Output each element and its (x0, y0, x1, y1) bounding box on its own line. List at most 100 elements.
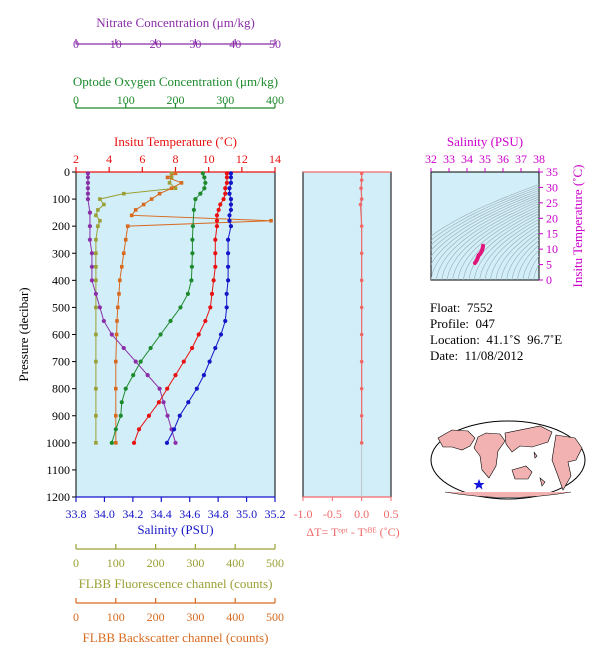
map-antarctica (444, 491, 572, 498)
fluorescence-data-point (94, 332, 98, 337)
fluorescence-data-point (173, 186, 178, 191)
delta-t-data-point (359, 305, 364, 310)
ts-temperature-tick-label: 35 (546, 165, 558, 179)
salinity-tick-label: 34.0 (94, 507, 115, 521)
backscatter-data-point (149, 197, 154, 201)
delta-t-tick-label: 0.0 (354, 507, 369, 521)
oxygen-data-point (109, 440, 114, 445)
pressure-axis-label: Pressure (decibar) (16, 287, 31, 381)
delta-t-plot-area (302, 171, 392, 498)
pressure-tick-label: 400 (52, 273, 70, 287)
ts-isopycnals (431, 184, 539, 280)
backscatter-data-point (123, 237, 128, 242)
ts-isopycnal-line (484, 221, 539, 280)
temperature-data-point (165, 386, 170, 391)
nitrate-data-point (85, 180, 91, 185)
backscatter-data-point (121, 251, 126, 256)
ts-isopycnal-line (506, 235, 539, 280)
temperature-data-point (131, 440, 137, 445)
backscatter-tick-label: 300 (186, 610, 204, 624)
salinity-data-point (228, 202, 234, 207)
map-landmass (504, 425, 553, 453)
temperature-data-point (211, 278, 216, 283)
salinity-data-point (225, 237, 231, 242)
nitrate-data-point (89, 264, 95, 269)
oxygen-data-point (203, 180, 208, 185)
temperature-data-point (213, 237, 218, 242)
temperature-data-point (224, 180, 230, 185)
nitrate-data-point (89, 278, 95, 283)
fluorescence-data-point (94, 386, 98, 391)
backscatter-data-point (173, 171, 178, 176)
ts-temperature-tick-label: 20 (546, 211, 558, 225)
nitrate-data-point (121, 345, 126, 351)
backscatter-data-point (114, 413, 118, 418)
temperature-data-point (181, 359, 186, 364)
oxygen-tick-label: 400 (266, 93, 284, 107)
profile-number: Profile: 047 (430, 316, 495, 331)
backscatter-tick-label: 400 (226, 610, 244, 624)
ts-isopycnal-line (441, 200, 539, 280)
backscatter-data-point (117, 278, 122, 283)
delta-t-data-point (359, 178, 364, 182)
ts-temperature-tick-label: 0 (546, 273, 552, 287)
oxygen-data-point (185, 291, 191, 296)
fluorescence-data-point (94, 264, 98, 269)
main-plot-area (75, 171, 276, 498)
fluorescence-data-point (94, 278, 98, 283)
nitrate-data-point (87, 210, 93, 215)
temperature-data-point (214, 218, 220, 223)
delta-t-data-point (359, 171, 364, 176)
salinity-data-point (186, 400, 191, 405)
delta-t-data-point (359, 224, 364, 228)
salinity-data-point (225, 264, 231, 269)
delta-t-data-point (359, 441, 364, 445)
ts-isopycnal-line (517, 244, 539, 280)
oxygen-data-point (193, 196, 198, 202)
oxygen-data-point (191, 207, 197, 213)
nitrate-data-point (133, 359, 138, 364)
delta-t-data-point (359, 278, 364, 283)
ts-salinity-tick-label: 35 (479, 152, 491, 166)
temperature-axis-title: Insitu Temperature (˚C) (114, 134, 237, 149)
nitrate-data-point (85, 186, 91, 191)
ts-salinity-title: Salinity (PSU) (447, 134, 523, 149)
ts-isopycnal-line (431, 192, 539, 257)
fluorescence-data-point (98, 218, 102, 223)
backscatter-data-point (114, 441, 118, 445)
temperature-tick-label: 4 (106, 152, 112, 166)
salinity-data-point (223, 318, 228, 324)
salinity-data-point (227, 191, 232, 196)
salinity-data-point (225, 251, 231, 256)
fluorescence-data-point (169, 175, 174, 180)
ts-isopycnal-line (446, 203, 539, 280)
salinity-data-point (228, 224, 234, 229)
salinity-data-point (171, 427, 177, 432)
backscatter-tick-label: 200 (147, 610, 165, 624)
map-landmass (437, 429, 476, 451)
temperature-tick-label: 10 (203, 152, 215, 166)
ts-temperature-tick-label: 15 (546, 227, 558, 241)
ts-isopycnal-line (431, 184, 539, 237)
salinity-data-point (228, 171, 234, 176)
salinity-data-point (228, 180, 234, 185)
ts-temperature-tick-label: 10 (546, 242, 558, 256)
pressure-tick-label: 1100 (46, 463, 70, 477)
map-landmass (539, 477, 546, 487)
oxygen-data-point (118, 413, 123, 418)
nitrate-tick-label: 30 (189, 37, 201, 51)
nitrate-data-point (87, 237, 93, 242)
ts-salinity-tick-label: 37 (515, 152, 527, 166)
ts-isopycnal-line (452, 205, 539, 280)
temperature-data-point (224, 171, 230, 176)
ts-isopycnal-line (436, 198, 539, 280)
delta-t-data-point (359, 251, 364, 256)
pressure-tick-label: 700 (52, 355, 70, 369)
nitrate-data-point (173, 440, 178, 445)
temperature-data-point (223, 191, 228, 196)
pressure-tick-label: 0 (64, 165, 70, 179)
salinity-tick-label: 34.2 (122, 507, 143, 521)
salinity-tick-label: 35.0 (236, 507, 257, 521)
salinity-data-point (224, 291, 229, 296)
